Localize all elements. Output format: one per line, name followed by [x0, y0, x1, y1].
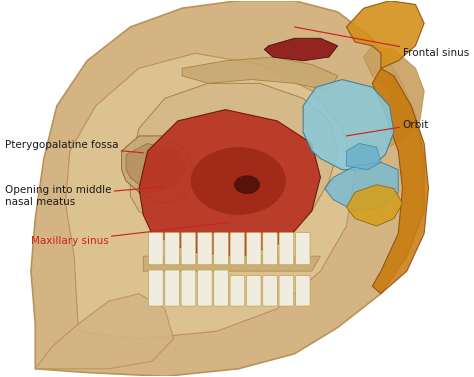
- FancyBboxPatch shape: [198, 233, 212, 265]
- Polygon shape: [122, 136, 195, 204]
- FancyBboxPatch shape: [230, 276, 245, 306]
- FancyBboxPatch shape: [214, 233, 228, 265]
- FancyBboxPatch shape: [263, 233, 277, 265]
- FancyBboxPatch shape: [181, 270, 196, 306]
- Polygon shape: [139, 110, 320, 256]
- Text: Opening into middle
nasal meatus: Opening into middle nasal meatus: [5, 185, 165, 207]
- Text: Orbit: Orbit: [346, 120, 429, 136]
- Polygon shape: [182, 57, 337, 91]
- Polygon shape: [35, 294, 173, 369]
- FancyBboxPatch shape: [165, 270, 180, 306]
- Text: Maxillary sinus: Maxillary sinus: [31, 222, 230, 246]
- FancyBboxPatch shape: [246, 233, 261, 265]
- Polygon shape: [264, 38, 337, 61]
- Polygon shape: [372, 68, 428, 294]
- Polygon shape: [355, 46, 424, 158]
- FancyBboxPatch shape: [295, 233, 310, 265]
- Polygon shape: [325, 162, 398, 211]
- FancyBboxPatch shape: [214, 270, 228, 306]
- FancyBboxPatch shape: [148, 233, 163, 265]
- Polygon shape: [346, 1, 424, 68]
- Polygon shape: [346, 185, 402, 226]
- FancyBboxPatch shape: [181, 233, 196, 265]
- Text: Frontal sinus: Frontal sinus: [294, 27, 469, 58]
- Polygon shape: [31, 1, 424, 376]
- FancyBboxPatch shape: [165, 233, 180, 265]
- FancyBboxPatch shape: [230, 233, 245, 265]
- Polygon shape: [65, 53, 355, 339]
- Polygon shape: [130, 83, 337, 241]
- FancyBboxPatch shape: [279, 276, 294, 306]
- FancyBboxPatch shape: [263, 276, 277, 306]
- Ellipse shape: [234, 175, 260, 194]
- FancyBboxPatch shape: [295, 276, 310, 306]
- Text: Pterygopalatine fossa: Pterygopalatine fossa: [5, 140, 143, 153]
- Polygon shape: [303, 80, 394, 170]
- FancyBboxPatch shape: [279, 233, 294, 265]
- Polygon shape: [126, 143, 186, 192]
- Ellipse shape: [191, 147, 286, 215]
- Polygon shape: [346, 143, 381, 170]
- FancyBboxPatch shape: [148, 270, 163, 306]
- Polygon shape: [143, 256, 320, 271]
- FancyBboxPatch shape: [198, 270, 212, 306]
- FancyBboxPatch shape: [246, 276, 261, 306]
